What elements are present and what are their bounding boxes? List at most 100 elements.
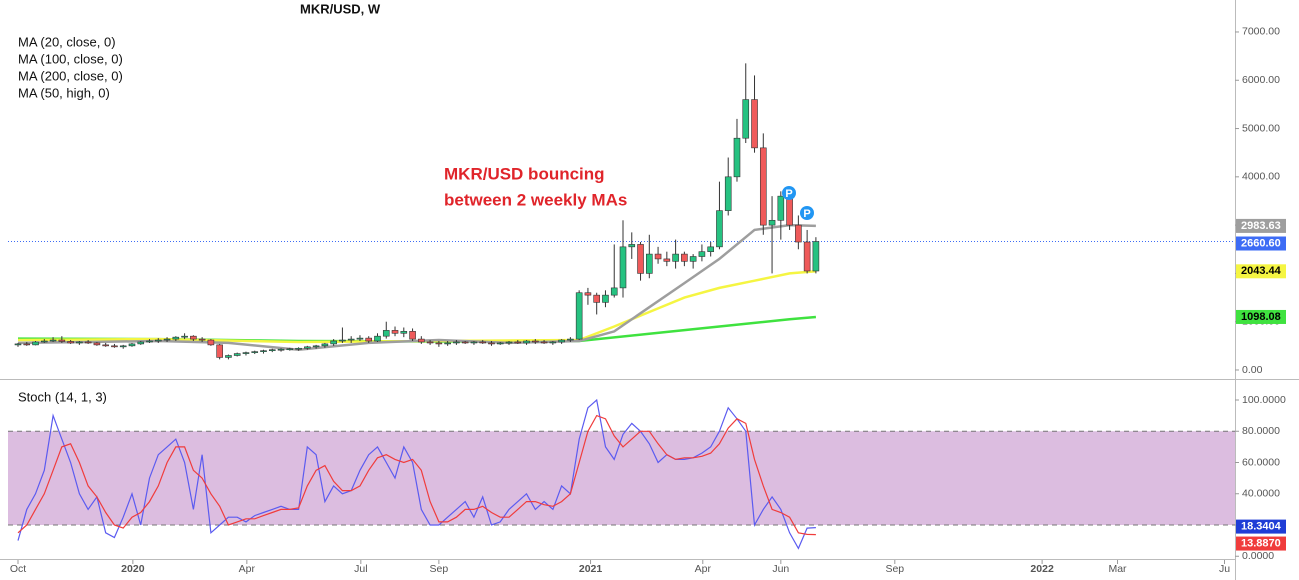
candle-body	[646, 253, 653, 274]
price-tag	[1236, 236, 1286, 251]
annotation: between 2 weekly MAs	[444, 190, 627, 209]
candle-body	[207, 339, 215, 346]
candle-body	[242, 352, 250, 354]
candle-body	[742, 99, 750, 139]
x-tick-label: 2022	[1030, 563, 1054, 575]
candle-body	[733, 137, 741, 178]
candle-body	[523, 340, 530, 344]
x-tick-label: Apr	[695, 563, 712, 575]
candle-body	[374, 335, 381, 342]
legend-entry: MA (50, high, 0)	[18, 85, 110, 100]
candle-body	[479, 341, 487, 344]
candle-body	[111, 345, 118, 348]
candle-body	[23, 343, 31, 346]
legend-entry: MA (200, close, 0)	[18, 68, 123, 83]
candle-body	[549, 341, 557, 344]
candle-body	[260, 350, 267, 352]
x-tick-label: 2020	[121, 563, 145, 575]
chart-title: MKR/USD, W	[300, 1, 381, 16]
pivot-label: P	[803, 208, 810, 220]
candle-body	[137, 341, 145, 345]
overbought-oversold-band	[8, 431, 1235, 525]
candle-body	[567, 338, 574, 341]
candle-body	[84, 341, 92, 344]
candle-body	[339, 339, 346, 342]
candle-body	[32, 341, 39, 346]
candle-body	[154, 339, 162, 342]
price-tag-label: 2043.44	[1241, 265, 1282, 277]
candle-body	[505, 341, 513, 344]
candle-body	[146, 340, 153, 343]
candle-body	[672, 253, 679, 262]
price-tag-label: 2983.63	[1241, 220, 1281, 232]
candle-body	[216, 344, 223, 358]
annotation: MKR/USD bouncing	[444, 164, 605, 183]
candle-body	[119, 345, 127, 348]
candle-body	[707, 246, 714, 252]
candle-body	[268, 349, 276, 352]
candle-body	[426, 341, 434, 344]
price-tag-label: 13.8870	[1241, 537, 1281, 549]
y-tick-label: 0.00	[1242, 364, 1263, 376]
candle-body	[444, 342, 451, 345]
price-tag-label: 2660.60	[1241, 237, 1281, 249]
candle-body	[295, 347, 302, 350]
x-tick-label: Oct	[10, 563, 26, 575]
candle-body	[681, 253, 688, 262]
candle-body	[409, 331, 416, 340]
candle-body	[321, 343, 329, 347]
stoch-line	[17, 414, 816, 536]
candle-body	[514, 341, 522, 344]
candle-body	[663, 258, 671, 262]
candle-body	[102, 344, 109, 347]
y-tick-label: 6000.00	[1242, 74, 1280, 86]
candle-body	[312, 345, 320, 348]
candle-body	[435, 342, 443, 345]
candle-body	[356, 337, 364, 340]
candle-body	[76, 341, 83, 344]
pivot-marker	[800, 206, 814, 220]
candle-body	[637, 244, 644, 274]
candle-body	[391, 330, 399, 334]
candle-body	[163, 338, 171, 341]
candle-body	[233, 353, 241, 356]
candle-body	[181, 335, 188, 338]
candle-body	[724, 176, 732, 211]
candle-body	[689, 256, 697, 262]
candle-body	[470, 341, 478, 344]
candle-body	[198, 338, 206, 341]
candle-body	[786, 195, 793, 226]
price-tag-label: 1098.08	[1241, 311, 1281, 323]
x-tick-label: Sep	[885, 563, 904, 575]
candle-body	[610, 287, 618, 296]
y-tick-label: 80.0000	[1242, 425, 1280, 437]
candle-body	[584, 292, 592, 296]
candle-body	[575, 292, 583, 340]
y-tick-label: 7000.00	[1242, 26, 1280, 38]
candle-body	[628, 244, 636, 248]
pivot-label: P	[785, 188, 792, 200]
candle-body	[803, 241, 811, 272]
x-tick-label: Jun	[772, 563, 789, 575]
price-tag	[1236, 519, 1286, 534]
candle-body	[190, 335, 197, 340]
y-tick-label: 0.0000	[1242, 550, 1274, 562]
candle-body	[93, 342, 101, 346]
candle-body	[488, 342, 495, 345]
x-tick-label: Mar	[1108, 563, 1127, 575]
candle-body	[593, 294, 600, 303]
candle-body	[251, 351, 259, 353]
x-tick-label: 2021	[579, 563, 603, 575]
candle-body	[286, 348, 294, 351]
candle-body	[602, 294, 609, 303]
candle-body	[532, 340, 539, 343]
x-tick-label: Jul	[354, 563, 367, 575]
candle-body	[496, 342, 504, 345]
legend-entry: MA (20, close, 0)	[18, 34, 116, 49]
candle-body	[654, 253, 662, 260]
candle-body	[716, 210, 723, 248]
candle-body	[751, 99, 758, 149]
candle-body	[461, 341, 469, 344]
y-tick-label: 5000.00	[1242, 122, 1280, 134]
